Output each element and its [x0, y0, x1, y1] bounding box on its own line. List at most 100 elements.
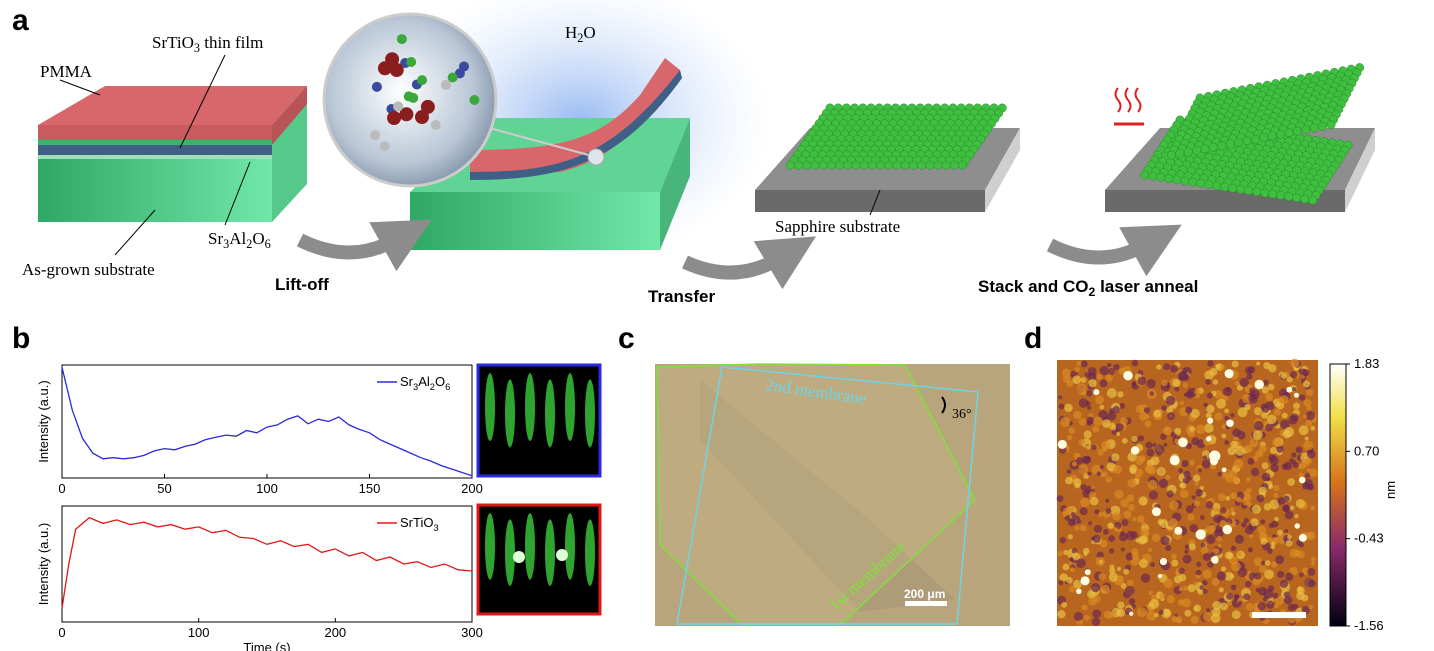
grain — [1112, 512, 1121, 521]
grain — [1268, 484, 1273, 489]
grain — [1218, 544, 1222, 548]
atom — [1310, 124, 1318, 132]
grain — [1196, 562, 1201, 567]
grain — [1214, 413, 1222, 421]
y-axis-label: Intensity (a.u.) — [36, 380, 51, 462]
atom — [1165, 174, 1173, 182]
grain — [1303, 414, 1307, 418]
grain — [1119, 533, 1127, 541]
grain — [1291, 413, 1299, 421]
grain — [1062, 564, 1069, 571]
grain — [1095, 396, 1104, 405]
grain — [1250, 518, 1258, 526]
grain — [1107, 522, 1113, 528]
particle — [1058, 440, 1067, 449]
grain — [1132, 360, 1139, 367]
grain — [1106, 476, 1112, 482]
grain — [1231, 562, 1241, 572]
grain — [1131, 436, 1137, 442]
atom — [1276, 130, 1284, 138]
atom — [459, 61, 469, 71]
grain — [1221, 566, 1226, 571]
grain — [1058, 395, 1062, 399]
grain — [1110, 425, 1116, 431]
grain — [1122, 438, 1128, 444]
grain — [1307, 450, 1316, 459]
atom — [885, 161, 893, 169]
grain — [1083, 552, 1087, 556]
colorbar-label: nm — [1383, 481, 1398, 499]
colorbar-tick-label: 0.70 — [1354, 443, 1379, 458]
legend-label: SrTiO3 — [400, 515, 439, 533]
grain — [1127, 494, 1135, 502]
grain — [1244, 518, 1249, 523]
grain — [1238, 407, 1248, 417]
grain — [1074, 367, 1079, 372]
grain — [1254, 573, 1261, 580]
panel-label: c — [618, 322, 635, 355]
grain — [1305, 473, 1310, 478]
grain — [1308, 605, 1313, 610]
grain — [1236, 497, 1241, 502]
grain — [1064, 404, 1073, 413]
grain — [1264, 503, 1271, 510]
grain — [1203, 553, 1211, 561]
x-tick-label: 100 — [256, 481, 278, 496]
atom — [1285, 192, 1293, 200]
grain — [1061, 602, 1067, 608]
grain — [1100, 540, 1107, 547]
particle — [1211, 556, 1219, 564]
grain — [1117, 601, 1124, 608]
grain — [1262, 387, 1269, 394]
atom — [1209, 143, 1217, 151]
grain — [1194, 604, 1202, 612]
grain — [1149, 599, 1159, 609]
grain — [1165, 475, 1170, 480]
grain — [1283, 495, 1290, 502]
grain — [1252, 505, 1261, 514]
grain — [1070, 567, 1075, 572]
grain — [1306, 411, 1315, 420]
grain — [1194, 501, 1200, 507]
atom — [390, 63, 404, 77]
atom — [1226, 140, 1234, 148]
grain — [1290, 371, 1297, 378]
grain — [1081, 377, 1087, 383]
grain — [1218, 493, 1226, 501]
grain — [1272, 437, 1282, 447]
grain — [1081, 360, 1088, 367]
grain — [1190, 524, 1198, 532]
atom — [1167, 151, 1175, 159]
grain — [1168, 518, 1178, 528]
grain — [1284, 427, 1294, 437]
grain — [1161, 536, 1170, 545]
grain — [1117, 391, 1123, 397]
grain — [1143, 530, 1149, 536]
atom — [380, 141, 390, 151]
grain — [1253, 430, 1263, 440]
grain — [1178, 599, 1184, 605]
grain — [1299, 463, 1305, 469]
atom — [811, 161, 819, 169]
atom — [1245, 186, 1253, 194]
grain — [1059, 404, 1065, 410]
grain — [1141, 573, 1150, 582]
atom — [901, 161, 909, 169]
atom — [1205, 180, 1213, 188]
grain — [1178, 468, 1183, 473]
grain — [1305, 420, 1312, 427]
grain — [1113, 465, 1122, 474]
grain — [1198, 468, 1202, 472]
atom — [1149, 172, 1157, 180]
atom — [1184, 148, 1192, 156]
grain — [1080, 507, 1088, 515]
grain — [1204, 370, 1214, 380]
grain — [1113, 406, 1120, 413]
particle — [1152, 507, 1161, 516]
grain — [1057, 610, 1065, 618]
step-label: Stack and CO2 laser anneal — [978, 277, 1198, 299]
grain — [1248, 547, 1253, 552]
grain — [1100, 465, 1104, 469]
particle — [1207, 418, 1213, 424]
particle — [1295, 523, 1300, 528]
